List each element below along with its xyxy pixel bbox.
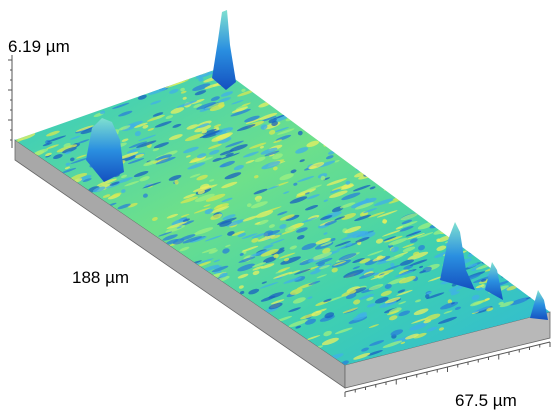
- texture-streak: [480, 248, 489, 255]
- texture-streak: [383, 182, 405, 193]
- z-scale: [8, 55, 12, 148]
- texture-streak: [501, 270, 519, 279]
- texture-streak: [526, 287, 532, 293]
- surface-plot: 6.19 µm 188 µm 67.5 µm: [0, 0, 552, 414]
- surface-view: 6.19 µm 188 µm 67.5 µm: [0, 0, 552, 414]
- texture-streak: [496, 264, 515, 275]
- x-axis-label: 67.5 µm: [455, 391, 517, 410]
- texture-streak: [468, 247, 484, 256]
- texture-streak: [522, 285, 527, 288]
- texture-streak: [544, 289, 552, 294]
- y-axis-label: 188 µm: [72, 268, 129, 287]
- texture-streak: [369, 173, 379, 179]
- peak: [212, 10, 236, 90]
- texture-streak: [527, 284, 539, 292]
- texture-streak: [514, 274, 535, 284]
- z-axis-label: 6.19 µm: [8, 37, 70, 56]
- texture-streak: [481, 256, 498, 265]
